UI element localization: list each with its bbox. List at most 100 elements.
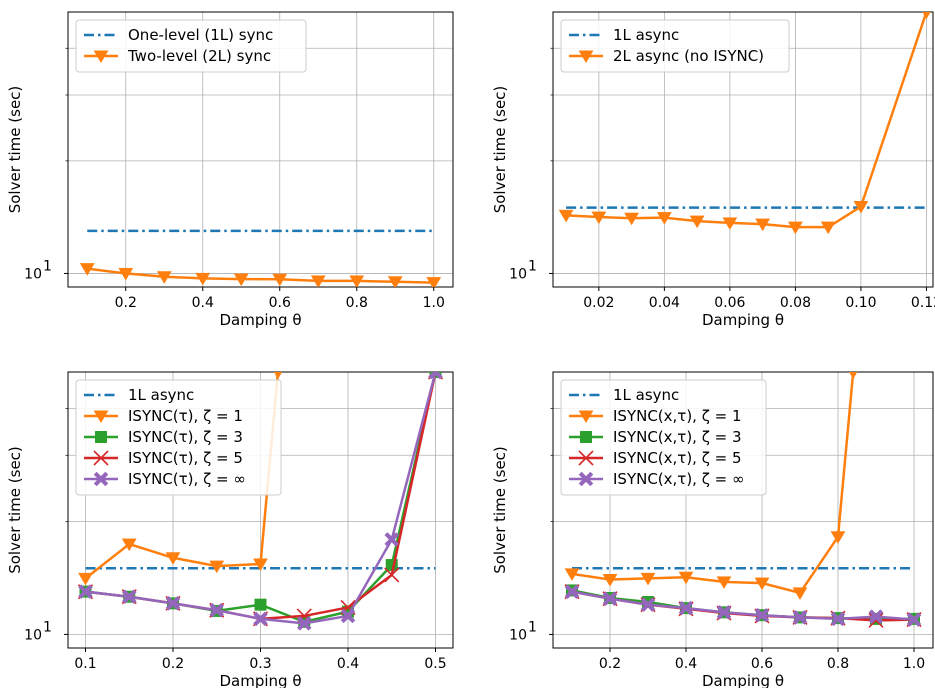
data-point — [755, 218, 771, 232]
data-point — [349, 275, 365, 287]
x-tick-label: 0.1 — [74, 656, 96, 672]
data-point — [558, 209, 574, 223]
data-point — [602, 574, 618, 587]
x-tick-label: 1.0 — [903, 656, 925, 672]
x-tick-label: 0.02 — [583, 295, 614, 311]
data-point — [310, 275, 326, 287]
data-point — [722, 217, 738, 231]
legend-box — [75, 19, 307, 73]
data-point — [678, 571, 694, 585]
data-point — [591, 211, 607, 225]
legend: 1L async ISYNC(x,τ), ζ = 1 ISYNC(x,τ), ζ =… — [560, 379, 767, 496]
data-point — [387, 276, 403, 287]
series-line — [84, 372, 280, 580]
data-point — [820, 221, 836, 235]
x-tick-label: 0.4 — [675, 656, 697, 672]
data-point — [78, 584, 93, 599]
legend-label: ISYNC(τ), ζ = 1 — [128, 407, 243, 425]
data-point — [296, 616, 312, 631]
data-point — [272, 273, 288, 287]
data-point — [792, 610, 808, 625]
x-axis-label: Damping θ — [219, 311, 301, 329]
series-line — [571, 590, 915, 622]
data-point — [830, 531, 846, 544]
data-point — [922, 12, 931, 20]
legend-box — [560, 19, 790, 73]
chart-panel-2: 0.02 0.04 0.06 0.08 0.10 0.12 101 Damping θ Solv… — [491, 11, 935, 329]
x-tick-label: 0.4 — [192, 295, 214, 311]
data-point — [340, 608, 356, 624]
x-tick-label: 0.5 — [424, 656, 446, 672]
legend-swatch-marker — [93, 410, 109, 424]
chart-panel-4: 0.2 0.4 0.6 0.8 1.0 10 1 Damping θ Solver time (… — [491, 371, 934, 688]
data-point — [624, 212, 640, 226]
legend-swatch-marker — [578, 50, 594, 64]
x-axis-label: Damping θ — [219, 672, 301, 688]
series-2 — [558, 12, 931, 235]
axes-frame — [552, 371, 934, 649]
x-tick-label: 0.6 — [269, 295, 291, 311]
data-point — [906, 612, 922, 627]
x-tick-label: 0.3 — [249, 656, 271, 672]
data-point — [792, 587, 808, 601]
y-tick-label-exponent: 1 — [528, 258, 537, 274]
legend-swatch-marker — [93, 450, 109, 466]
series-line — [87, 267, 434, 284]
data-point — [254, 598, 267, 611]
legend-swatch-marker — [578, 410, 594, 424]
data-point — [195, 272, 211, 286]
x-tick-label: 0.08 — [780, 295, 811, 311]
x-tick-label: 0.12 — [911, 295, 935, 311]
x-tick-label: 0.4 — [337, 656, 359, 672]
data-point — [564, 568, 580, 581]
legend: One-level (1L) sync Two-level (2L) sync — [75, 19, 307, 73]
data-point — [853, 201, 869, 214]
data-point — [156, 271, 172, 284]
data-point — [640, 597, 656, 613]
data-point — [640, 572, 656, 586]
data-point — [428, 372, 443, 380]
data-point — [121, 589, 137, 605]
data-point — [787, 221, 803, 235]
chart-panel-3: 0.1 0.2 0.3 0.4 0.5 10 1 Damping θ Solver time (… — [6, 371, 454, 688]
legend-label: Two-level (2L) sync — [127, 47, 271, 65]
data-point — [602, 591, 618, 607]
axes-frame — [67, 11, 454, 288]
legend-swatch-marker — [580, 431, 592, 443]
data-point — [564, 584, 580, 599]
legend-label: 1L async — [128, 386, 194, 404]
series-line — [571, 590, 915, 621]
legend-label: ISYNC(τ), ζ = 3 — [128, 428, 243, 446]
data-point — [384, 532, 400, 547]
data-point — [678, 600, 694, 616]
series-5 — [78, 372, 443, 631]
series-2 — [79, 263, 442, 287]
legend-swatch-marker — [578, 471, 594, 487]
y-axis-label: Solver time (sec) — [6, 446, 24, 574]
plot-area — [564, 372, 922, 628]
series-2 — [564, 372, 858, 601]
legend-label: ISYNC(τ), ζ = 5 — [128, 449, 243, 467]
y-tick-label: 10 — [509, 266, 527, 282]
y-tick-label-exponent: 1 — [528, 619, 537, 635]
x-tick-label: 0.8 — [346, 295, 368, 311]
data-point — [426, 277, 442, 287]
legend-label: ISYNC(x,τ), ζ = 5 — [613, 449, 742, 467]
axes-frame — [552, 11, 934, 288]
x-tick-label: 0.2 — [162, 656, 184, 672]
data-point — [384, 567, 400, 583]
data-point — [78, 572, 93, 586]
plot-area — [558, 12, 931, 235]
legend-box — [560, 379, 767, 496]
legend: 1L async ISYNC(τ), ζ = 1 ISYNC(τ), ζ = 3 IS… — [75, 379, 282, 496]
legend-swatch-marker — [93, 471, 109, 487]
legend-label: 1L async — [613, 26, 679, 44]
data-point — [716, 576, 732, 590]
data-point — [656, 212, 672, 225]
data-point — [830, 611, 846, 627]
y-axis-label: Solver time (sec) — [491, 86, 509, 214]
data-point — [754, 577, 770, 591]
y-axis-label: Solver time (sec) — [6, 86, 24, 214]
legend: 1L async 2L async (no ISYNC) — [560, 19, 790, 73]
